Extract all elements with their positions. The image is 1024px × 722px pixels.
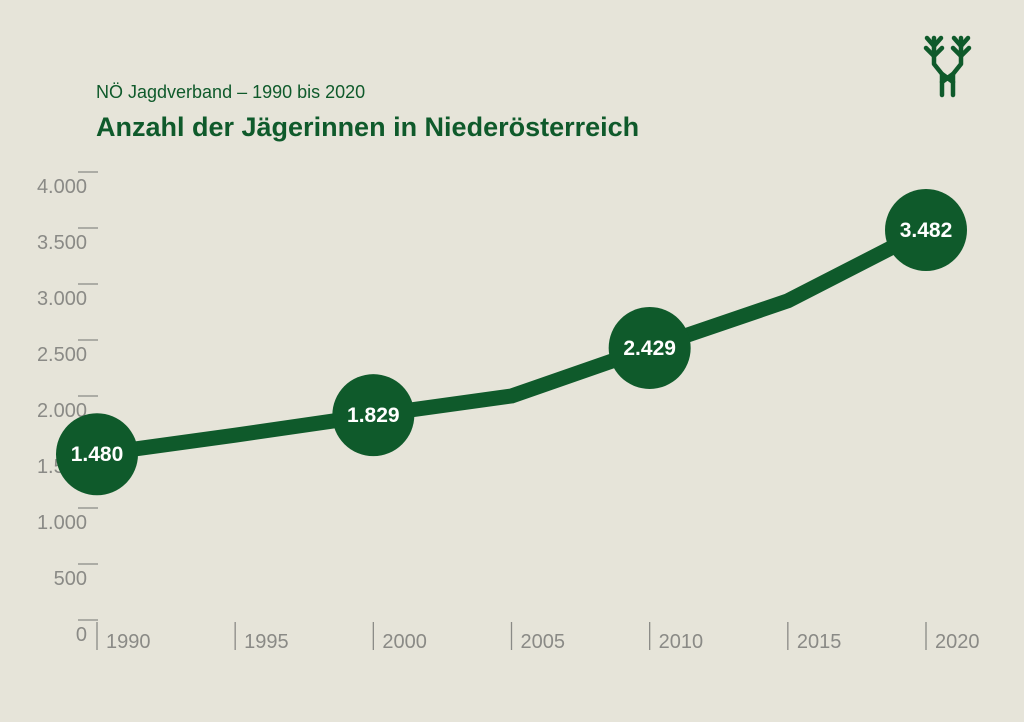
series-line xyxy=(89,222,934,462)
x-tick-label: 1990 xyxy=(106,631,151,653)
data-label: 1.480 xyxy=(71,443,124,466)
x-tick-label: 1995 xyxy=(244,631,289,653)
chart-subtitle: NÖ Jagdverband – 1990 bis 2020 xyxy=(96,82,365,102)
x-tick-label: 2020 xyxy=(935,631,980,653)
antler-tree-logo-icon xyxy=(923,35,972,98)
y-tick-label: 500 xyxy=(54,568,87,590)
y-tick-label: 3.000 xyxy=(37,288,87,310)
y-tick-label: 2.000 xyxy=(37,400,87,422)
x-tick-label: 2015 xyxy=(797,631,842,653)
y-tick-label: 1.000 xyxy=(37,512,87,534)
y-tick-label: 4.000 xyxy=(37,176,87,198)
data-point-marker xyxy=(56,413,138,496)
x-tick-label: 2005 xyxy=(521,631,566,653)
data-label: 1.829 xyxy=(347,404,400,427)
x-axis: 1990 1995 2000 2005 2010 2015 2020 xyxy=(96,622,980,653)
chart-title: Anzahl der Jägerinnen in Niederösterreic… xyxy=(96,112,639,142)
data-point-marker xyxy=(332,374,415,457)
data-label: 3.482 xyxy=(900,219,953,242)
y-tick-label: 3.500 xyxy=(37,232,87,254)
data-point-marker xyxy=(608,306,691,389)
series-layer xyxy=(89,222,934,462)
y-tick-label: 2.500 xyxy=(37,344,87,366)
x-tick-label: 2000 xyxy=(382,631,427,653)
data-labels-layer: 1.480 1.829 2.429 3.482 xyxy=(56,189,967,496)
y-tick-label: 0 xyxy=(76,624,87,646)
data-label: 2.429 xyxy=(623,337,676,360)
x-tick-label: 2010 xyxy=(659,631,704,653)
data-point-marker xyxy=(885,189,967,272)
